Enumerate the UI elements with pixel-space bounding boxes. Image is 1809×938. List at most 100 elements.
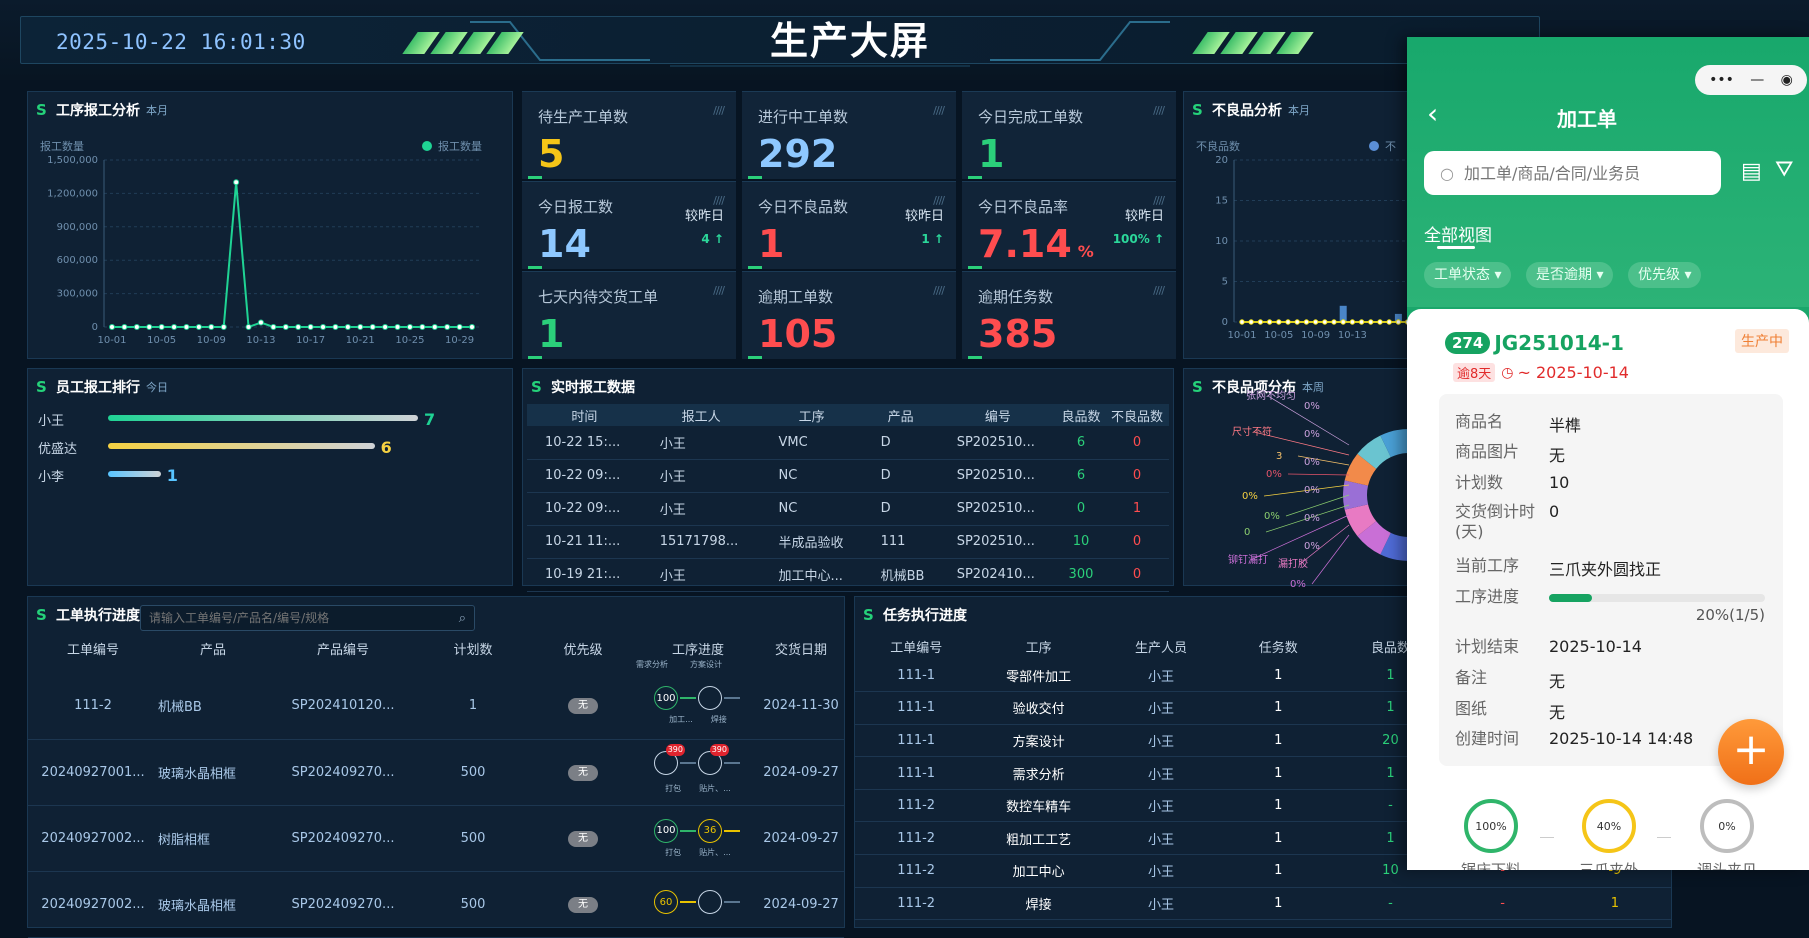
- panel-period: 今日: [146, 381, 168, 394]
- step-percent: 0%: [1718, 819, 1736, 833]
- workorder-table: 工单编号 产品 产品编号 计划数 优先级 工序进度 交货日期: [28, 635, 844, 661]
- info-key: 备注: [1455, 668, 1488, 687]
- back-icon[interactable]: ‹: [1427, 97, 1439, 130]
- rank-bar: [108, 415, 418, 421]
- close-target-icon[interactable]: ◉: [1780, 72, 1793, 88]
- step-link: [680, 761, 696, 764]
- step-progress[interactable]: 100 加工... 焊接: [638, 673, 758, 740]
- kpi-number: 1: [538, 312, 565, 356]
- info-value: 2025-10-14 14:48: [1549, 729, 1694, 748]
- kpi-value: 105: [758, 312, 837, 356]
- panel-title: 工序报工分析: [56, 103, 140, 119]
- table-cell: 0: [1056, 492, 1105, 526]
- percent-label: 0%: [1304, 457, 1320, 468]
- step-progress[interactable]: 100 36 打包 贴片、...: [638, 805, 758, 872]
- table-cell: 10: [1334, 854, 1447, 888]
- tab-all-views[interactable]: 全部视图: [1424, 226, 1492, 246]
- table-cell: 111-1: [855, 724, 978, 758]
- step-link: [724, 901, 740, 903]
- step-link: [680, 901, 696, 903]
- table-cell: 10-22 09:...: [527, 459, 642, 493]
- table-row[interactable]: 10-21 11:... 15171798... 半成品验收 111 SP202510.…: [527, 525, 1169, 559]
- data-point: [1276, 319, 1282, 325]
- miniapp-capsule[interactable]: ••• — ◉: [1695, 65, 1807, 95]
- step-circle: [698, 890, 722, 914]
- y-tick-label: 1,500,000: [47, 155, 98, 166]
- plan-qty: 500: [418, 871, 528, 938]
- data-point: [1285, 319, 1291, 325]
- workorder-search-input[interactable]: [141, 611, 459, 625]
- table-row[interactable]: 111-2 焊接 小王 1- -1: [855, 887, 1671, 921]
- data-point: [1395, 319, 1402, 325]
- mobile-search-input[interactable]: [1463, 163, 1694, 183]
- panel-title: 员工报工排行: [56, 380, 140, 396]
- table-cell: 验收交付: [977, 691, 1100, 725]
- step-link: [680, 829, 696, 832]
- table-cell: 小王: [1099, 724, 1223, 758]
- kpi-accent: [968, 266, 982, 269]
- step-badge: 390: [665, 743, 685, 756]
- table-row[interactable]: 111-2 机械BB SP202410120... 1 无 100 加工... 焊接 2024-…: [28, 673, 844, 740]
- chart-legend[interactable]: 不: [1369, 138, 1396, 154]
- mobile-search[interactable]: ○: [1424, 151, 1721, 195]
- workorder-search[interactable]: ⌕: [140, 605, 475, 631]
- table-cell: 10-22 15:...: [527, 426, 642, 460]
- data-point: [419, 324, 426, 330]
- table-row[interactable]: 10-22 09:... 小王 NC D SP202510... 6 0: [527, 459, 1169, 493]
- filter-icon[interactable]: ⛛: [1775, 157, 1794, 182]
- table-row[interactable]: 20240927001... 玻璃水晶相框 SP202409270... 500 无 39…: [28, 739, 844, 806]
- mobile-overlay: ••• — ◉ ‹ 加工单 ○ ▤ ⛛ 全部视图 工单状态 ▾ 是否逾期 ▾ 优…: [1407, 37, 1809, 870]
- step-progress[interactable]: 60: [638, 871, 758, 938]
- table-cell: 小王: [641, 459, 761, 493]
- add-button[interactable]: +: [1718, 719, 1784, 785]
- y-tick-label: 1,200,000: [47, 188, 98, 199]
- info-key: 交货倒计时(天): [1455, 502, 1536, 541]
- kpi-label: 七天内待交货工单: [538, 288, 659, 306]
- step-label: 焊接: [710, 715, 727, 725]
- legend-label: 报工数量: [438, 140, 482, 153]
- rank-value: 1: [166, 465, 178, 485]
- filter-overdue[interactable]: 是否逾期 ▾: [1526, 262, 1614, 288]
- step-label: 贴片、...: [699, 847, 731, 857]
- table-cell: 半成品验收: [760, 525, 863, 559]
- order-card[interactable]: 274 JG251014-1 生产中 逾8天 ◷ ~ 2025-10-14 20…: [1407, 309, 1809, 870]
- more-icon[interactable]: •••: [1709, 72, 1734, 88]
- scan-list-icon[interactable]: ▤: [1741, 159, 1762, 184]
- process-step[interactable]: 40% 三爪夹外: [1569, 799, 1649, 870]
- process-step[interactable]: 100% 锯床下料: [1451, 799, 1531, 870]
- table-row[interactable]: 20240927002... 树脂相框 SP202409270... 500 无 100 3…: [28, 805, 844, 872]
- x-tick-label: 10-01: [1227, 330, 1256, 341]
- order-no: 20240927002...: [28, 805, 158, 872]
- step-name: 锯床下料: [1460, 861, 1521, 870]
- table-row[interactable]: 10-22 09:... 小王 NC D SP202510... 0 1: [527, 492, 1169, 526]
- table-row[interactable]: 20240927002... 玻璃水晶相框 SP202409270... 500 无 60…: [28, 871, 844, 938]
- filter-priority[interactable]: 优先级 ▾: [1628, 262, 1702, 288]
- search-icon: ○: [1440, 163, 1454, 183]
- percent-label: 0%: [1304, 541, 1320, 552]
- step-label: 方案设计: [690, 660, 722, 669]
- panel-period: 本月: [146, 104, 168, 117]
- kpi-label: 今日完成工单数: [978, 108, 1084, 126]
- compare-value: 100% ↑: [1112, 232, 1164, 246]
- rank-list: 小王 7 优盛达 6 小李 1: [38, 405, 498, 489]
- kpi-accent: [528, 356, 542, 359]
- step-progress[interactable]: 390 390 打包 贴片、...: [638, 739, 758, 806]
- table-row[interactable]: 10-22 15:... 小王 VMC D SP202510... 6 0: [527, 426, 1169, 460]
- employee-rank-panel: S 员工报工排行 今日 小王 7 优盛达 6 小李 1: [27, 368, 513, 586]
- process-step[interactable]: 0% 调头夹见: [1687, 799, 1767, 870]
- table-cell: 111-2: [855, 854, 978, 888]
- info-row: 图纸 无: [1455, 699, 1565, 723]
- search-icon[interactable]: ⌕: [458, 610, 466, 626]
- chart-legend[interactable]: 报工数量: [422, 138, 482, 154]
- kpi-unit: %: [1077, 242, 1094, 261]
- x-tick-label: 10-25: [395, 335, 424, 346]
- table-row[interactable]: 10-19 21:... 小王 加工中心... 机械BB SP202410... 300 0: [527, 558, 1169, 592]
- table-cell: 小王: [1099, 756, 1223, 790]
- donut-slice: [1343, 480, 1369, 510]
- table-cell: 1: [1104, 492, 1169, 526]
- step-percent: 100%: [1475, 819, 1507, 833]
- info-row: 商品名 半榫: [1455, 412, 1581, 436]
- kpi-card: 待生产工单数 5 ////: [522, 91, 736, 179]
- filter-status[interactable]: 工单状态 ▾: [1424, 262, 1512, 288]
- minimize-icon[interactable]: —: [1750, 72, 1765, 88]
